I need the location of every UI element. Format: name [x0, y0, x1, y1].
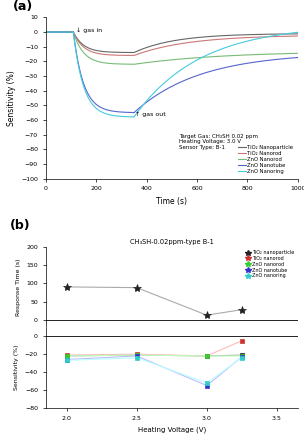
TiO₂ Nanoparticle	[73, 31, 76, 36]
TiO₂ Nanoparticle	[132, 50, 136, 55]
Line: ZnO Nanorod: ZnO Nanorod	[46, 32, 298, 64]
Text: ↑ gas out: ↑ gas out	[135, 112, 166, 117]
Line: TiO₂ Nanoparticle: TiO₂ Nanoparticle	[46, 32, 298, 53]
TiO₂ Nanorod	[88, 48, 91, 53]
Y-axis label: Sensitivity (%): Sensitivity (%)	[6, 70, 16, 126]
TiO₂ Nanoparticle	[296, 31, 300, 36]
TiO₂ Nanorod	[73, 32, 76, 37]
ZnO Nanoring	[88, 97, 91, 102]
X-axis label: Time (s): Time (s)	[156, 197, 187, 206]
ZnO Nanorod	[73, 33, 76, 38]
ZnO Nanoring	[264, 34, 268, 39]
TiO₂ Nanoparticle	[141, 46, 144, 52]
TiO₂ Nanoparticle	[88, 46, 91, 51]
ZnO Nanotube	[152, 95, 155, 100]
ZnO Nanotube	[44, 30, 47, 35]
TiO₂ Nanoparticle	[291, 31, 295, 36]
ZnO Nanorod	[44, 30, 47, 35]
ZnO Nanoring	[73, 38, 76, 43]
ZnO Nanotube	[73, 37, 76, 43]
Line: ZnO Nanoring: ZnO Nanoring	[46, 32, 298, 117]
ZnO Nanotube	[296, 55, 300, 60]
ZnO Nanotube	[141, 103, 144, 108]
ZnO Nanorod	[152, 59, 155, 64]
Text: (a): (a)	[13, 0, 33, 13]
TiO₂ Nanorod	[296, 33, 300, 39]
Y-axis label: Response Time (s): Response Time (s)	[16, 258, 21, 316]
TiO₂ Nanoparticle	[264, 32, 268, 37]
TiO₂ Nanorod	[264, 34, 268, 39]
ZnO Nanoring	[132, 115, 136, 120]
Legend: TiO₂ nanoparticle, TiO₂ nanorod, ZnO nanorod, ZnO nanotube, ZnO nanoring: TiO₂ nanoparticle, TiO₂ nanorod, ZnO nan…	[244, 249, 295, 280]
ZnO Nanorod	[291, 51, 295, 56]
ZnO Nanorod	[88, 55, 91, 60]
TiO₂ Nanorod	[291, 33, 295, 39]
Line: TiO₂ Nanorod: TiO₂ Nanorod	[46, 32, 298, 56]
TiO₂ Nanorod	[141, 50, 144, 55]
TiO₂ Nanoparticle	[152, 43, 155, 48]
X-axis label: Heating Voltage (V): Heating Voltage (V)	[138, 426, 206, 433]
ZnO Nanotube	[291, 55, 295, 60]
ZnO Nanorod	[132, 62, 136, 67]
Line: ZnO Nanotube: ZnO Nanotube	[46, 32, 298, 113]
Legend: TiO₂ Nanoparticle, TiO₂ Nanorod, ZnO Nanorod, ZnO Nanotube, ZnO Nanoring: TiO₂ Nanoparticle, TiO₂ Nanorod, ZnO Nan…	[236, 143, 295, 176]
Text: ↓ gas in: ↓ gas in	[76, 28, 102, 33]
Y-axis label: Sensitivity (%): Sensitivity (%)	[14, 345, 19, 390]
TiO₂ Nanorod	[44, 30, 47, 35]
ZnO Nanotube	[132, 110, 136, 115]
ZnO Nanoring	[291, 30, 295, 36]
ZnO Nanotube	[264, 58, 268, 63]
TiO₂ Nanorod	[152, 47, 155, 52]
ZnO Nanorod	[264, 52, 268, 57]
ZnO Nanoring	[152, 91, 155, 96]
Text: Target Gas: CH₃SH 0.02 ppm
Heating Voltage: 3.0 V
Sensor Type: B-1: Target Gas: CH₃SH 0.02 ppm Heating Volta…	[179, 134, 258, 150]
Title: CH₃SH-0.02ppm-type B-1: CH₃SH-0.02ppm-type B-1	[130, 239, 214, 245]
TiO₂ Nanorod	[132, 53, 136, 58]
ZnO Nanoring	[296, 30, 300, 35]
ZnO Nanoring	[44, 30, 47, 35]
TiO₂ Nanoparticle	[44, 30, 47, 35]
ZnO Nanoring	[141, 103, 144, 108]
ZnO Nanorod	[141, 60, 144, 66]
ZnO Nanorod	[296, 51, 300, 56]
Text: (b): (b)	[10, 219, 31, 232]
ZnO Nanotube	[88, 94, 91, 99]
